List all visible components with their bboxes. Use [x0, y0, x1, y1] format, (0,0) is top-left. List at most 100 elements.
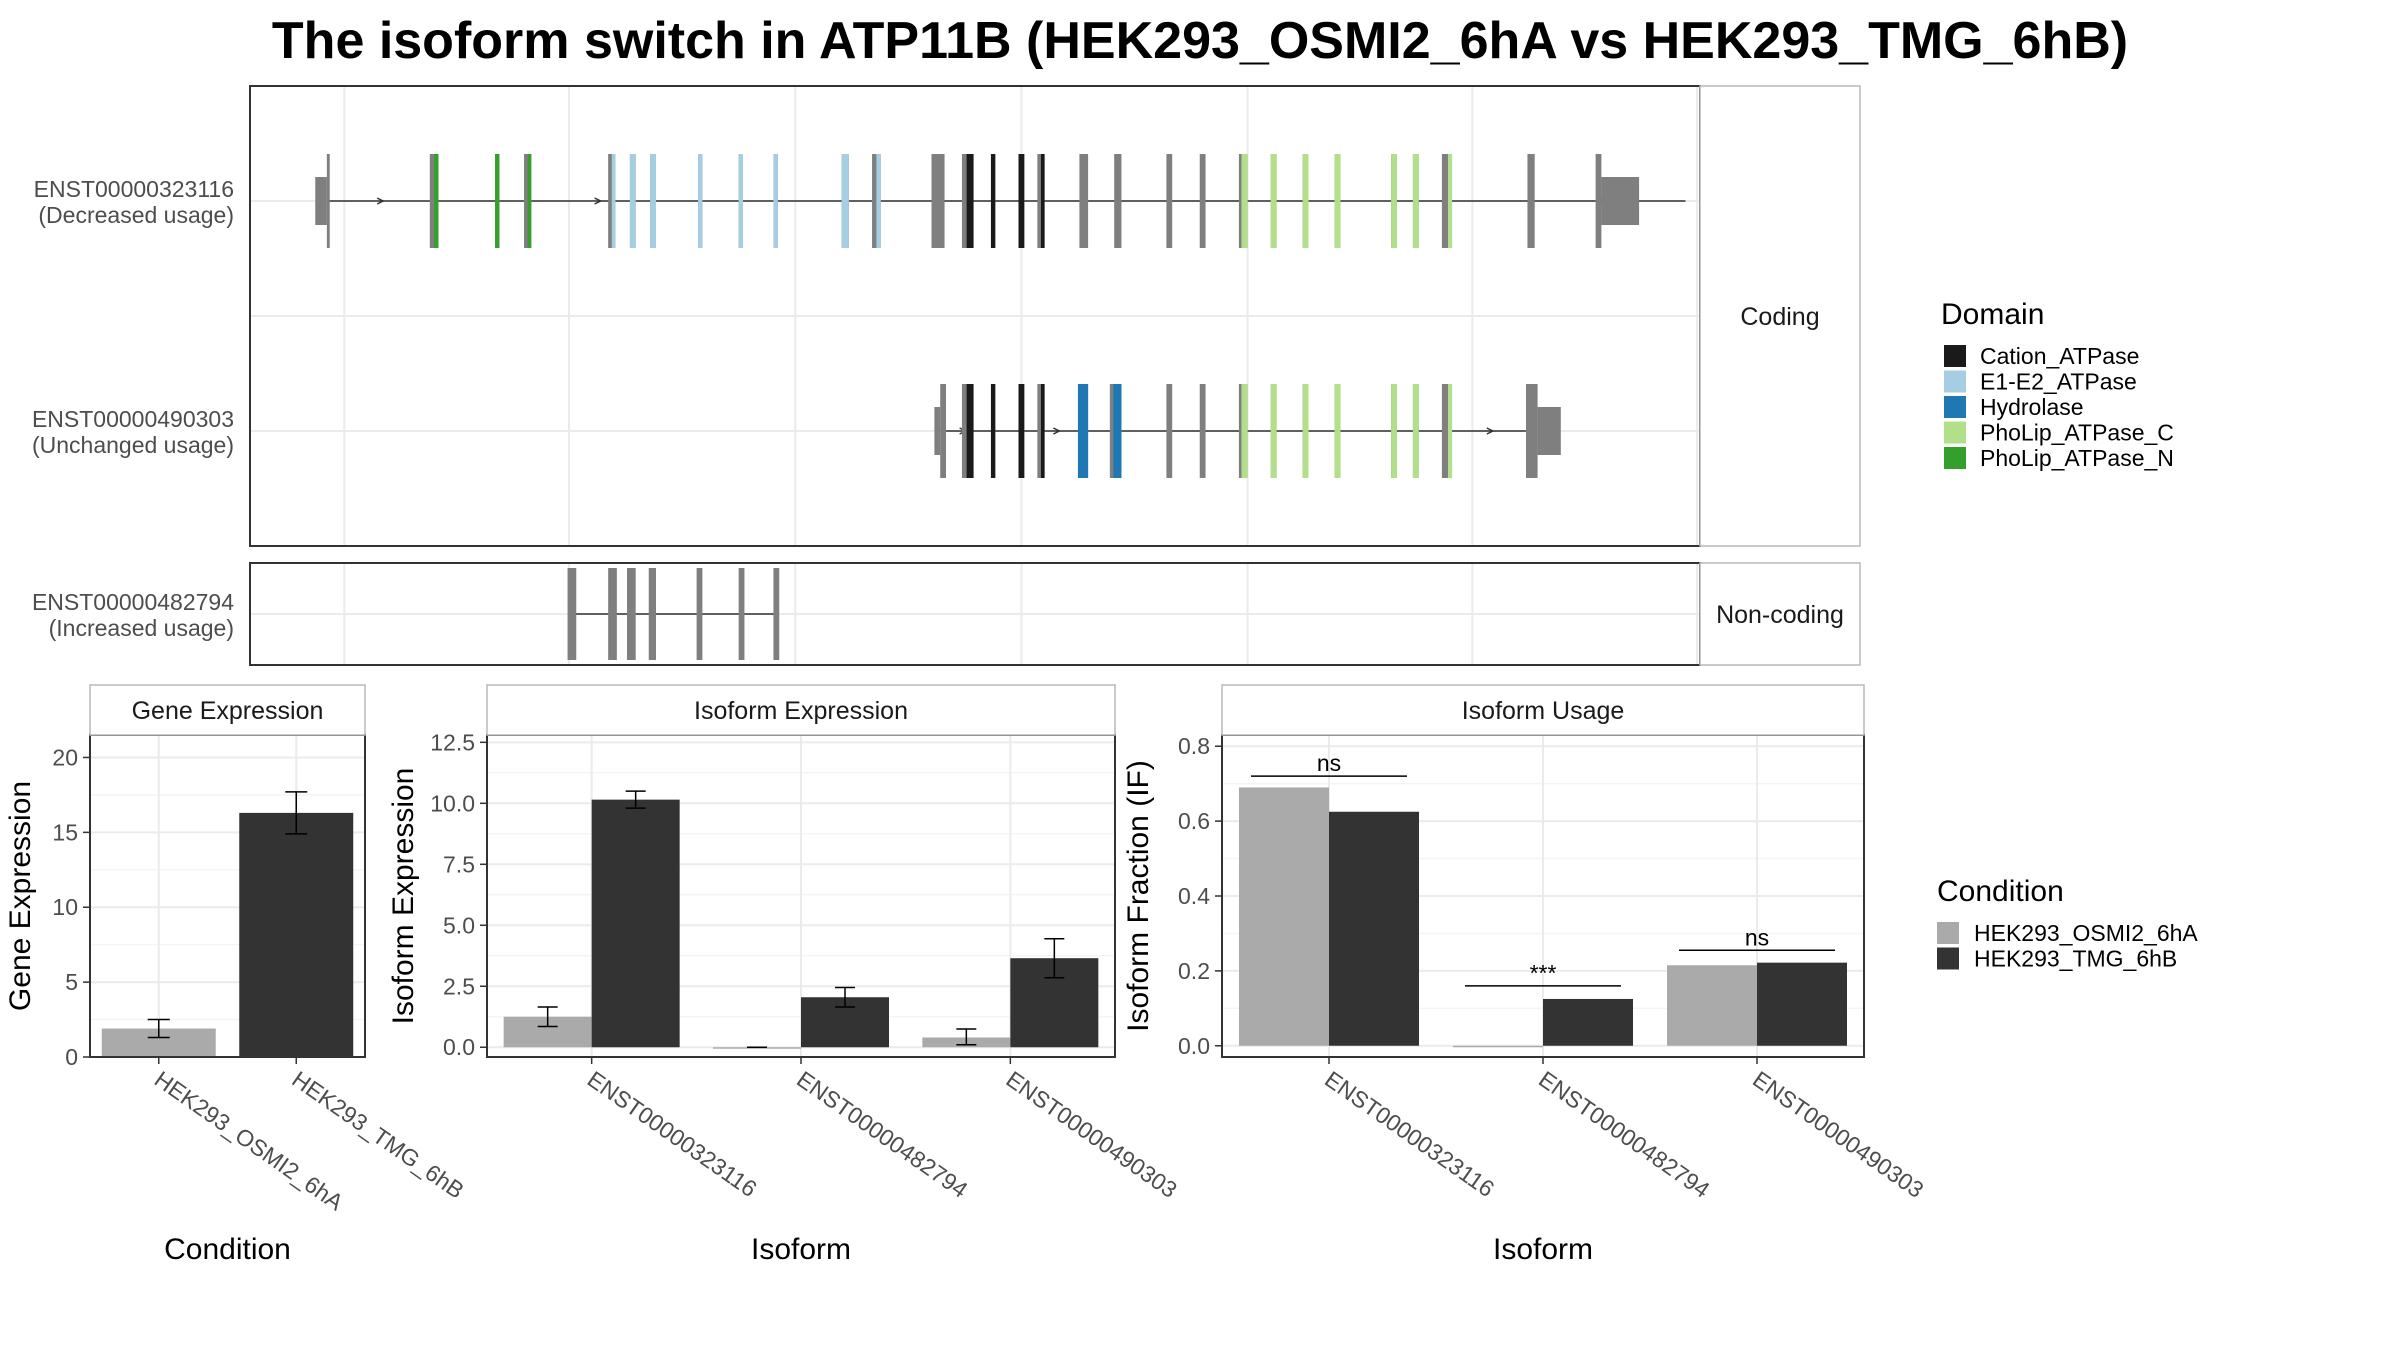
x-tick-label: ENST00000482794	[1534, 1066, 1715, 1203]
x-tick-label: ENST00000490303	[1748, 1066, 1928, 1203]
domain-legend-label: Cation_ATPase	[1980, 343, 2139, 369]
y-tick-label: 15	[52, 819, 78, 845]
domain-segment	[1241, 384, 1248, 478]
domain-segment	[966, 384, 974, 478]
domain-legend-label: PhoLip_ATPase_C	[1980, 420, 2174, 446]
x-tick-label: ENST00000323116	[583, 1066, 762, 1202]
condition-legend-label: HEK293_TMG_6hB	[1974, 946, 2177, 972]
strand-arrow	[1486, 427, 1495, 435]
domain-legend-swatch	[1944, 421, 1966, 444]
domain-segment	[841, 154, 849, 248]
significance-label: ***	[1530, 960, 1557, 986]
exon	[1166, 154, 1173, 248]
y-tick-label: 0.2	[1178, 958, 1210, 984]
domain-segment	[1391, 384, 1397, 478]
exon	[608, 568, 617, 660]
exon	[940, 384, 946, 478]
coding-strip-label: Coding	[1740, 303, 1819, 331]
transcript-id-label: ENST00000490303	[32, 406, 234, 432]
transcript-structure-plot: ENST00000323116(Decreased usage) ENST0000…	[32, 85, 1861, 666]
exon	[1079, 154, 1089, 248]
domain-legend-swatch	[1944, 345, 1966, 367]
exon	[1441, 384, 1453, 478]
y-tick-label: 2.5	[443, 973, 475, 999]
exon	[1166, 384, 1173, 478]
noncoding-strip-label: Non-coding	[1716, 601, 1844, 629]
x-tick-label: ENST00000482794	[792, 1066, 973, 1203]
y-axis-title: Gene Expression	[4, 781, 37, 1011]
condition-legend-label: HEK293_OSMI2_6hA	[1974, 920, 2198, 946]
strand-arrow	[1053, 427, 1062, 435]
noncoding-strip	[1699, 562, 1861, 666]
strand-arrow	[376, 197, 385, 205]
domain-segment	[611, 154, 616, 248]
coding-strip	[1699, 85, 1861, 547]
bar	[1453, 1045, 1543, 1048]
exon	[1601, 177, 1640, 225]
strand-arrow	[594, 197, 603, 205]
facet-strip	[89, 684, 366, 736]
y-tick-label: 0.0	[1178, 1033, 1210, 1059]
transcript-id-label: ENST00000323116	[34, 176, 234, 202]
exon	[773, 568, 780, 660]
domain-legend-label: E1-E2_ATPase	[1980, 369, 2137, 395]
exon	[315, 177, 327, 225]
transcript-id-label: ENST00000482794	[32, 589, 234, 615]
domain-segment	[527, 154, 532, 248]
transcript-usage-label: (Increased usage)	[49, 615, 234, 641]
y-tick-label: 10	[52, 894, 78, 920]
exon	[567, 568, 577, 660]
domain-segment	[698, 154, 703, 248]
facet-strip-label: Gene Expression	[132, 697, 324, 725]
domain-segment	[773, 154, 778, 248]
domain-segment	[1334, 154, 1341, 248]
domain-segment	[990, 154, 996, 248]
domain-legend-label: PhoLip_ATPase_N	[1980, 445, 2174, 471]
bar	[1239, 787, 1329, 1046]
y-tick-label: 12.5	[430, 729, 475, 755]
exon	[934, 407, 941, 455]
domain-segment	[1447, 154, 1453, 248]
domain-legend-label: Hydrolase	[1980, 394, 2084, 420]
domain-segment	[1412, 384, 1419, 478]
domain-segment	[1018, 154, 1025, 248]
legends: Domain Cation_ATPaseE1-E2_ATPaseHydrolase…	[1937, 298, 2198, 972]
bar	[239, 812, 354, 1057]
significance-label: ns	[1745, 924, 1769, 950]
y-tick-label: 0.8	[1178, 733, 1210, 759]
domain-segment	[1334, 384, 1341, 478]
exon	[326, 154, 330, 248]
bar	[1757, 962, 1847, 1046]
significance-label: ns	[1317, 750, 1341, 776]
x-axis-title: Condition	[164, 1233, 291, 1266]
domain-segment	[1077, 384, 1089, 478]
domain-segment	[1270, 384, 1277, 478]
domain-segment	[990, 384, 996, 478]
bar	[1329, 811, 1419, 1046]
y-tick-label: 0.4	[1178, 883, 1210, 909]
domain-segment	[629, 154, 636, 248]
domain-segment	[876, 154, 881, 248]
domain-segment	[1270, 154, 1277, 248]
exon	[1199, 154, 1206, 248]
exon	[1199, 384, 1206, 478]
exon	[696, 568, 703, 660]
domain-segment	[966, 154, 974, 248]
domain-segment	[1241, 154, 1248, 248]
facet-strip-label: Isoform Expression	[694, 697, 908, 725]
domain-segment	[434, 154, 439, 248]
facet-strip-label: Isoform Usage	[1462, 697, 1625, 725]
y-tick-label: 5	[65, 969, 78, 995]
domain-segment	[495, 154, 500, 248]
y-tick-label: 0.6	[1178, 808, 1210, 834]
y-axis-title: Isoform Fraction (IF)	[1122, 760, 1155, 1032]
domain-legend-swatch	[1944, 370, 1966, 393]
domain-segment	[1040, 154, 1045, 248]
exon	[1441, 154, 1453, 248]
facet-strip	[486, 684, 1116, 736]
exon	[1114, 154, 1122, 248]
domain-legend-swatch	[1944, 396, 1966, 418]
domain-segment	[1302, 154, 1309, 248]
